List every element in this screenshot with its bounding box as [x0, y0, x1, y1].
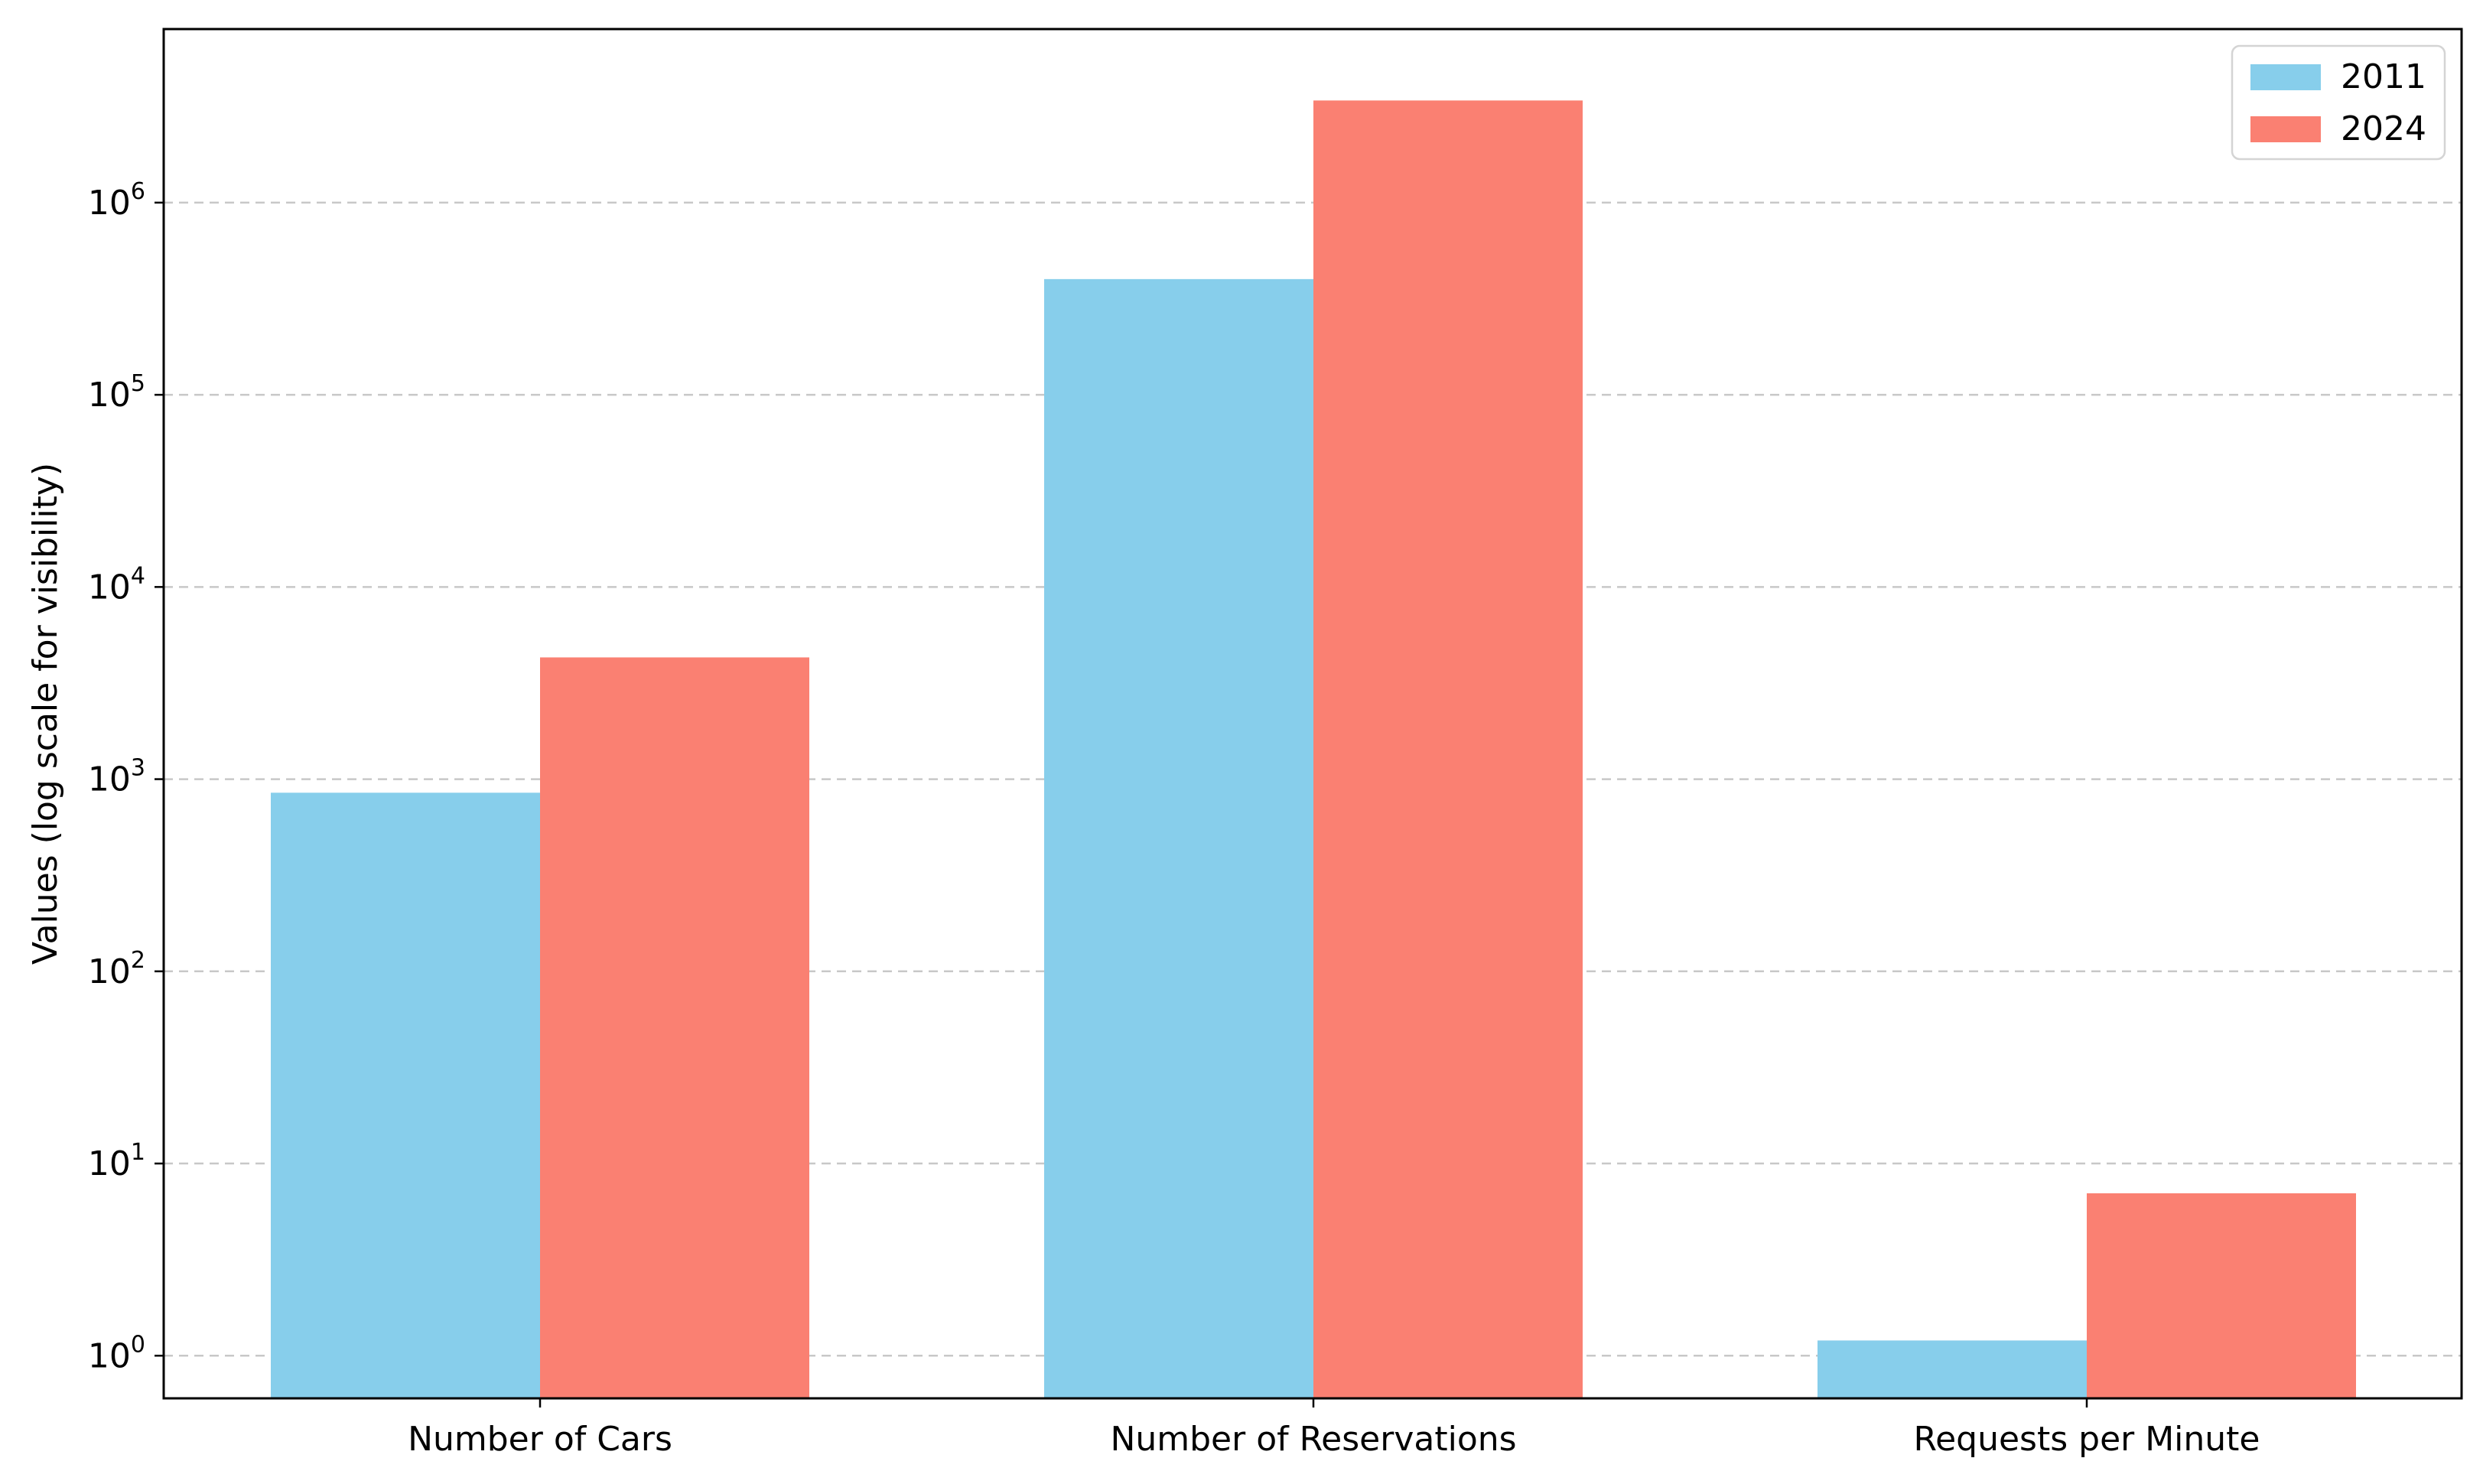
- y-tick-label: 101: [88, 1139, 145, 1183]
- y-tick-label: 100: [88, 1331, 145, 1375]
- legend: 2011 2024: [2231, 44, 2446, 161]
- x-tick-label: Number of Reservations: [1110, 1420, 1516, 1459]
- x-tick-label: Requests per Minute: [1914, 1420, 2260, 1459]
- y-axis-label: Values (log scale for visibility): [26, 463, 65, 965]
- y-tick-label: 106: [88, 178, 145, 223]
- x-axis-ticks: Number of Cars Number of Reservations Requ…: [408, 1398, 2260, 1459]
- y-axis-ticks: 100 101 102 103 104 105 106: [88, 178, 164, 1375]
- y-tick-label: 103: [88, 755, 145, 799]
- bar-2011-1: [1044, 278, 1313, 1399]
- x-tick-label: Number of Cars: [408, 1420, 672, 1459]
- legend-swatch-2024: [2250, 116, 2321, 142]
- y-tick-label: 105: [88, 370, 145, 415]
- bar-2011-0: [271, 792, 540, 1398]
- bar-2024-2: [2087, 1193, 2356, 1398]
- legend-label-2011: 2011: [2341, 57, 2426, 96]
- y-tick-label: 102: [88, 947, 145, 991]
- y-tick-label: 104: [88, 562, 145, 607]
- legend-label-2024: 2024: [2341, 109, 2426, 148]
- bars: [271, 100, 2356, 1399]
- legend-swatch-2011: [2250, 64, 2321, 90]
- bar-2024-0: [540, 657, 809, 1398]
- bar-2024-1: [1313, 100, 1583, 1398]
- bar-2011-2: [1818, 1340, 2087, 1398]
